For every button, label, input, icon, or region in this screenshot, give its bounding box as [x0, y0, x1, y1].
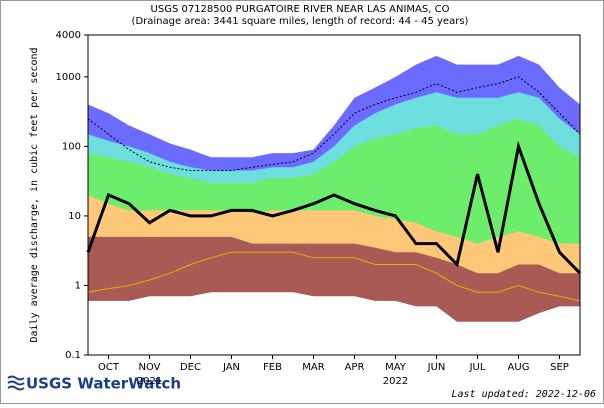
- y-axis-label: Daily average discharge, in cubic feet p…: [29, 47, 40, 342]
- y-tick-label: 10: [68, 211, 81, 222]
- y-tick-label: 1: [75, 280, 81, 291]
- x-tick-label: JAN: [222, 362, 240, 373]
- y-tick-label: 1000: [56, 72, 81, 83]
- logo-text: USGS WaterWatch: [26, 375, 181, 393]
- x-year-label: 2022: [383, 376, 408, 387]
- x-tick-label: FEB: [263, 362, 282, 373]
- x-tick-label: JUL: [469, 362, 486, 373]
- x-tick-label: MAR: [302, 362, 324, 373]
- footer: Last updated: 2022-12-06: [452, 389, 597, 400]
- x-tick-label: AUG: [508, 362, 530, 373]
- x-tick-label: DEC: [180, 362, 201, 373]
- flow-line: [87, 76, 581, 171]
- x-tick-label: JUN: [427, 362, 446, 373]
- logo: [7, 375, 25, 391]
- flow-line: [86, 140, 582, 275]
- chart-title: USGS 07128500 PURGATOIRE RIVER NEAR LAS …: [151, 4, 450, 15]
- x-tick-label: OCT: [98, 362, 120, 373]
- logo-waves: [7, 375, 25, 391]
- x-tick-label: SEP: [550, 362, 569, 373]
- x-year-label: 2021: [137, 376, 162, 387]
- x-tick-label: MAY: [385, 362, 407, 373]
- y-tick-label: 0.1: [65, 350, 81, 361]
- y-tick-label: 4000: [56, 30, 81, 41]
- x-tick-label: NOV: [138, 362, 160, 373]
- chart-subtitle: (Drainage area: 3441 square miles, lengt…: [132, 16, 469, 27]
- x-tick-label: APR: [345, 362, 365, 373]
- y-tick-label: 100: [62, 141, 81, 152]
- plot-border: [87, 34, 581, 356]
- flow-line: [87, 251, 581, 302]
- percentile-area: [88, 292, 580, 355]
